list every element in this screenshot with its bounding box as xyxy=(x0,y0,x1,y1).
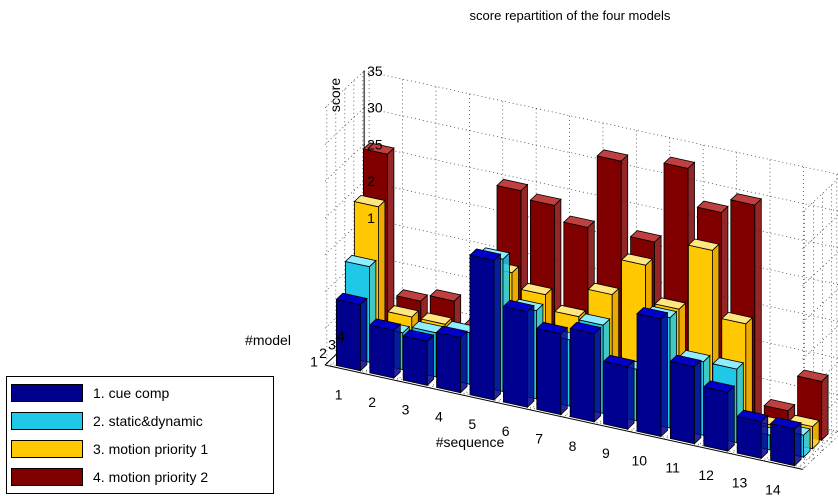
xtick-label: 11 xyxy=(665,460,680,476)
score-tick-label: 25 xyxy=(367,136,383,152)
xtick-label: 12 xyxy=(698,467,714,483)
model-tick-label: 2 xyxy=(319,345,327,361)
model-tick-label: 4 xyxy=(337,328,345,344)
legend-label: 3. motion priority 1 xyxy=(93,440,208,458)
legend-label: 1. cue comp xyxy=(93,384,169,402)
bar-seq3-model1 xyxy=(403,330,434,386)
xtick-label: 13 xyxy=(732,474,748,490)
xtick-label: 10 xyxy=(632,452,648,468)
xtick-label: 3 xyxy=(402,401,410,417)
legend-item-1: 1. cue comp xyxy=(7,381,273,405)
bar-seq12-model1 xyxy=(704,381,735,451)
legend-item-4: 4. motion priority 2 xyxy=(7,465,273,489)
score-tick-label: 30 xyxy=(367,100,383,116)
xtick-label: 2 xyxy=(368,394,376,410)
model-axis-label: #model xyxy=(245,332,291,348)
bar-seq7-model1 xyxy=(537,322,568,414)
chart-title: score repartition of the four models xyxy=(470,8,671,23)
xtick-label: 5 xyxy=(468,416,476,432)
model-tick-label: 1 xyxy=(310,353,318,369)
xtick-label: 8 xyxy=(569,438,577,454)
bar-seq4-model1 xyxy=(437,326,468,393)
bar-seq9-model1 xyxy=(604,355,635,429)
xtick-label: 1 xyxy=(335,387,343,403)
legend-swatch xyxy=(11,440,83,458)
xtick-label: 14 xyxy=(765,482,781,496)
legend-label: 4. motion priority 2 xyxy=(93,468,208,486)
legend-swatch xyxy=(11,468,83,486)
legend-item-2: 2. static&dynamic xyxy=(7,409,273,433)
model-tick-label: 3 xyxy=(328,336,336,352)
bar-seq13-model1 xyxy=(737,410,768,458)
xtick-label: 9 xyxy=(602,445,610,461)
score-tick-label: 2 xyxy=(367,173,375,189)
bar-seq14-model1 xyxy=(771,418,802,466)
score-axis-label: score xyxy=(327,78,343,112)
bar-seq10-model1 xyxy=(637,308,668,437)
legend: 1. cue comp 2. static&dynamic 3. motion pr… xyxy=(6,376,274,494)
bar-seq6-model1 xyxy=(503,300,534,407)
legend-label: 2. static&dynamic xyxy=(93,412,203,430)
legend-swatch xyxy=(11,412,83,430)
bar-seq11-model1 xyxy=(670,355,701,444)
bar-seq8-model1 xyxy=(570,322,601,422)
bars xyxy=(336,143,828,466)
bar-seq2-model1 xyxy=(370,319,401,378)
x-axis-label: #sequence xyxy=(436,434,505,450)
legend-item-3: 3. motion priority 1 xyxy=(7,437,273,461)
xtick-label: 7 xyxy=(535,431,543,447)
xtick-label: 4 xyxy=(435,409,443,425)
bar-seq5-model1 xyxy=(470,249,501,400)
score-tick-label: 35 xyxy=(367,63,383,79)
legend-swatch xyxy=(11,384,83,402)
score-tick-label: 1 xyxy=(367,210,375,226)
